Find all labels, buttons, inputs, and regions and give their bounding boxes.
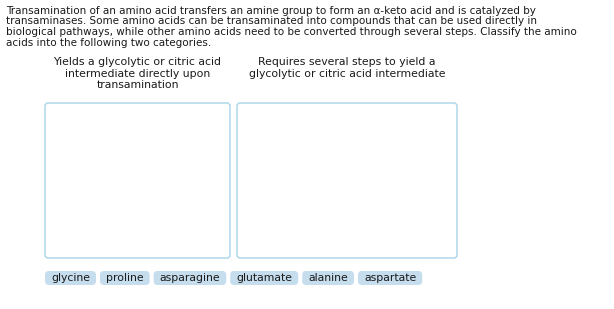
FancyBboxPatch shape: [45, 271, 96, 285]
FancyBboxPatch shape: [100, 271, 150, 285]
Text: biological pathways, while other amino acids need to be converted through severa: biological pathways, while other amino a…: [6, 27, 577, 37]
FancyBboxPatch shape: [154, 271, 226, 285]
FancyBboxPatch shape: [237, 103, 457, 258]
Text: Requires several steps to yield a
glycolytic or citric acid intermediate: Requires several steps to yield a glycol…: [249, 57, 445, 78]
FancyBboxPatch shape: [230, 271, 298, 285]
Text: glutamate: glutamate: [236, 273, 292, 283]
Text: Yields a glycolytic or citric acid
intermediate directly upon
transamination: Yields a glycolytic or citric acid inter…: [53, 57, 222, 90]
Text: asparagine: asparagine: [160, 273, 220, 283]
FancyBboxPatch shape: [358, 271, 422, 285]
Text: alanine: alanine: [308, 273, 348, 283]
Text: aspartate: aspartate: [364, 273, 416, 283]
Text: acids into the following two categories.: acids into the following two categories.: [6, 37, 211, 48]
Text: transaminases. Some amino acids can be transaminated into compounds that can be : transaminases. Some amino acids can be t…: [6, 16, 537, 27]
Text: proline: proline: [106, 273, 144, 283]
FancyBboxPatch shape: [45, 103, 230, 258]
Text: glycine: glycine: [51, 273, 90, 283]
FancyBboxPatch shape: [302, 271, 354, 285]
Text: Transamination of an amino acid transfers an amine group to form an α-keto acid : Transamination of an amino acid transfer…: [6, 6, 536, 16]
